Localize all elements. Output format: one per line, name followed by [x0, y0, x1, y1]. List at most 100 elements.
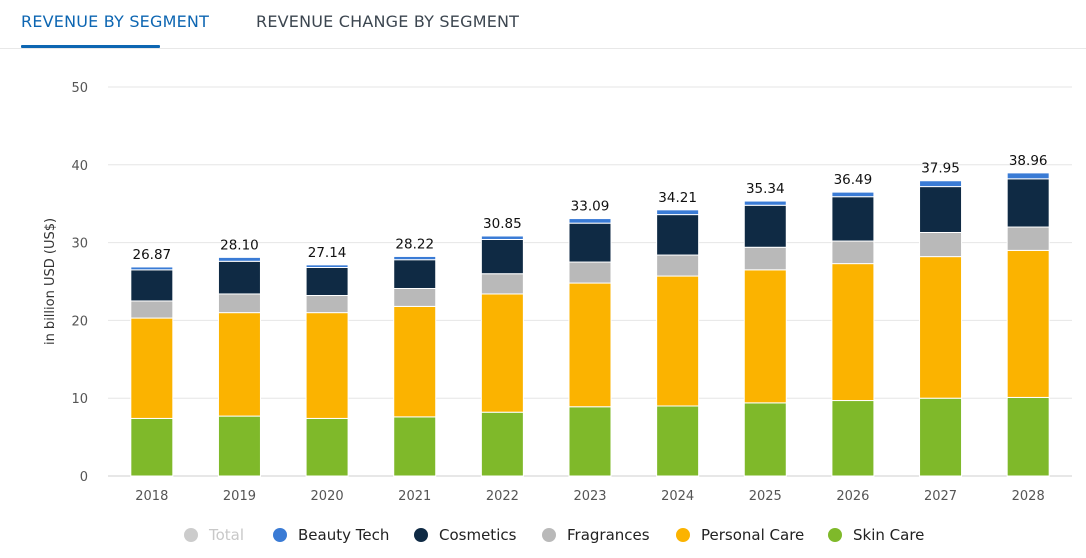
- bar-segment-personal-care: [568, 282, 612, 408]
- bar-segment-skin-care: [568, 406, 612, 477]
- bar-segment-beauty-tech: [130, 266, 174, 271]
- x-tick-label: 2024: [661, 489, 694, 504]
- bar-segment-beauty-tech: [656, 209, 700, 216]
- bar-segment-personal-care: [656, 275, 700, 407]
- y-tick-label: 40: [71, 159, 88, 174]
- legend-item-total[interactable]: Total: [184, 523, 244, 547]
- legend-dot-icon: [828, 528, 842, 542]
- bar-segment-skin-care: [217, 415, 261, 477]
- x-tick-label: 2028: [1012, 489, 1045, 504]
- chart-legend: Total Beauty Tech Cosmetics Fragrances P…: [0, 523, 1086, 547]
- bar-segment-skin-care: [130, 417, 174, 477]
- total-data-label: 28.22: [395, 236, 434, 252]
- legend-label: Skin Care: [853, 526, 925, 544]
- bar-segment-personal-care: [217, 312, 261, 417]
- bar-segment-cosmetics: [919, 186, 963, 233]
- legend-item-personal-care[interactable]: Personal Care: [676, 523, 804, 547]
- tab-revenue-by-segment[interactable]: REVENUE BY SEGMENT: [21, 12, 210, 31]
- bar-segment-beauty-tech: [305, 264, 349, 268]
- bar-segment-personal-care: [919, 256, 963, 399]
- active-tab-indicator: [21, 45, 160, 48]
- total-data-label: 36.49: [834, 172, 873, 188]
- legend-dot-icon: [273, 528, 287, 542]
- total-data-label: 28.10: [220, 237, 259, 253]
- x-tick-label: 2021: [398, 489, 431, 504]
- bar-segment-beauty-tech: [1006, 172, 1050, 180]
- bar-segment-beauty-tech: [831, 191, 875, 198]
- x-tick-label: 2026: [836, 489, 869, 504]
- bar-segment-personal-care: [743, 269, 787, 404]
- bar-segment-cosmetics: [743, 204, 787, 248]
- legend-item-cosmetics[interactable]: Cosmetics: [414, 523, 516, 547]
- x-tick-label: 2019: [223, 489, 256, 504]
- total-data-label: 38.96: [1009, 153, 1048, 169]
- bar-segment-fragrances: [217, 293, 261, 314]
- bar-segment-beauty-tech: [393, 255, 437, 261]
- total-data-label: 35.34: [746, 181, 785, 197]
- bar-segment-cosmetics: [656, 214, 700, 256]
- legend-label: Personal Care: [701, 526, 805, 544]
- bar-segment-skin-care: [305, 417, 349, 477]
- bar-segment-skin-care: [1006, 396, 1050, 477]
- y-tick-label: 50: [71, 81, 88, 96]
- bar-segment-personal-care: [393, 305, 437, 418]
- legend-dot-icon: [184, 528, 198, 542]
- total-data-label: 34.21: [658, 190, 697, 206]
- bar-segment-skin-care: [831, 400, 875, 477]
- bar-segment-skin-care: [743, 402, 787, 477]
- x-tick-label: 2022: [486, 489, 519, 504]
- x-tick-label: 2020: [311, 489, 344, 504]
- legend-label: Fragrances: [567, 526, 650, 544]
- bar-segment-personal-care: [305, 312, 349, 419]
- bar-segment-beauty-tech: [919, 180, 963, 188]
- bar-segment-personal-care: [130, 317, 174, 419]
- x-tick-label: 2018: [135, 489, 168, 504]
- tab-revenue-change-by-segment[interactable]: REVENUE CHANGE BY SEGMENT: [256, 12, 520, 31]
- bar-segment-skin-care: [656, 405, 700, 477]
- bar-segment-skin-care: [919, 397, 963, 477]
- bar-segment-cosmetics: [1006, 178, 1050, 228]
- x-tick-label: 2025: [749, 489, 782, 504]
- bar-segment-cosmetics: [480, 238, 524, 275]
- bar-segment-cosmetics: [305, 266, 349, 297]
- total-data-label: 30.85: [483, 216, 522, 232]
- bar-segment-beauty-tech: [480, 235, 524, 240]
- y-tick-label: 0: [80, 470, 88, 485]
- bar-segment-skin-care: [393, 416, 437, 477]
- total-data-label: 26.87: [132, 247, 171, 263]
- legend-label: Cosmetics: [439, 526, 517, 544]
- legend-item-skin-care[interactable]: Skin Care: [828, 523, 924, 547]
- bar-segment-fragrances: [1006, 226, 1050, 251]
- bar-segment-skin-care: [480, 411, 524, 477]
- total-data-label: 33.09: [571, 199, 610, 215]
- legend-label: Total: [209, 526, 245, 544]
- bar-segment-cosmetics: [393, 259, 437, 290]
- total-data-label: 37.95: [921, 161, 960, 177]
- y-axis-label: in billion USD (US$): [43, 218, 58, 345]
- bar-segment-personal-care: [1006, 249, 1050, 398]
- bar-segment-fragrances: [656, 254, 700, 277]
- legend-item-beauty-tech[interactable]: Beauty Tech: [273, 523, 389, 547]
- bar-segment-beauty-tech: [743, 200, 787, 206]
- y-tick-label: 10: [71, 392, 88, 407]
- stacked-bar-chart: 0 10 20 30 40 50 in billion USD (US$) 26.87 2018…: [43, 81, 1072, 504]
- total-data-label: 27.14: [308, 245, 347, 261]
- bar-segment-fragrances: [393, 288, 437, 307]
- bar-segment-personal-care: [480, 293, 524, 413]
- bar-segment-cosmetics: [831, 196, 875, 242]
- y-tick-label: 20: [71, 314, 88, 329]
- tab-bar: REVENUE BY SEGMENT REVENUE CHANGE BY SEG…: [0, 0, 1086, 49]
- bar-segment-fragrances: [831, 240, 875, 265]
- bar-segment-cosmetics: [568, 222, 612, 263]
- bar-segment-fragrances: [568, 261, 612, 284]
- legend-item-fragrances[interactable]: Fragrances: [542, 523, 650, 547]
- legend-dot-icon: [542, 528, 556, 542]
- bar-segment-fragrances: [743, 246, 787, 271]
- bar-segment-beauty-tech: [217, 256, 261, 262]
- bar-segment-fragrances: [919, 231, 963, 258]
- x-tick-label: 2023: [573, 489, 606, 504]
- y-tick-label: 30: [71, 237, 88, 252]
- bar-segment-beauty-tech: [568, 218, 612, 224]
- legend-label: Beauty Tech: [298, 526, 390, 544]
- legend-dot-icon: [676, 528, 690, 542]
